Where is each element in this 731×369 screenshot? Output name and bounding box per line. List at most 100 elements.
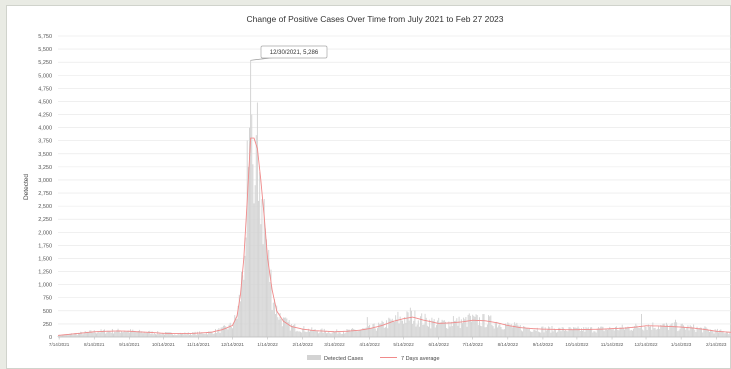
- bar: [693, 324, 695, 337]
- bar: [268, 249, 270, 337]
- bar: [185, 334, 187, 337]
- bar: [570, 328, 572, 337]
- bar: [320, 329, 322, 337]
- bar: [256, 102, 258, 337]
- bar: [628, 327, 630, 337]
- bar: [647, 324, 649, 337]
- bar: [82, 334, 84, 337]
- bar: [524, 326, 526, 337]
- bar: [457, 325, 459, 337]
- bar: [383, 327, 385, 337]
- bar: [230, 326, 232, 337]
- bar: [450, 321, 452, 337]
- bar: [66, 333, 68, 337]
- bar: [191, 335, 193, 337]
- bar: [650, 326, 652, 337]
- bar: [514, 322, 516, 337]
- bar: [551, 325, 553, 337]
- bar: [411, 310, 412, 337]
- bar: [433, 319, 435, 337]
- bar: [719, 330, 721, 337]
- bar: [525, 328, 527, 337]
- y-tick-label: 250: [43, 322, 52, 328]
- bar: [284, 317, 286, 337]
- bar: [348, 329, 350, 337]
- bar: [517, 325, 519, 337]
- bar: [585, 327, 587, 337]
- bar: [417, 320, 419, 337]
- bar: [99, 332, 101, 337]
- bar: [221, 327, 223, 337]
- bar: [492, 326, 494, 337]
- chart-frame: [6, 5, 731, 369]
- bar: [190, 333, 192, 337]
- bar: [111, 328, 113, 337]
- bar: [484, 327, 486, 337]
- bar: [135, 331, 137, 337]
- x-tick-label: 9/14/2022: [533, 342, 554, 347]
- bar: [648, 326, 650, 337]
- bar: [655, 329, 657, 337]
- bar: [100, 329, 102, 337]
- bar: [177, 333, 179, 337]
- bar: [161, 333, 163, 337]
- y-tick-label: 1,250: [38, 270, 52, 276]
- bar: [387, 328, 389, 337]
- y-tick-label: 4,750: [38, 86, 52, 92]
- bar: [430, 328, 432, 337]
- bar: [428, 326, 429, 337]
- bar: [192, 332, 194, 337]
- bar: [305, 332, 307, 337]
- bar: [279, 313, 281, 337]
- bar: [377, 328, 378, 337]
- bar: [643, 330, 645, 337]
- bar: [212, 333, 214, 337]
- bar: [267, 258, 269, 337]
- bar: [422, 324, 424, 337]
- y-tick-label: 750: [43, 296, 52, 302]
- bar: [466, 326, 468, 337]
- bar: [186, 333, 188, 337]
- bar: [594, 331, 596, 337]
- bar: [556, 332, 557, 337]
- bar: [277, 317, 279, 337]
- bar: [132, 329, 134, 337]
- bar: [664, 326, 666, 337]
- bar: [710, 329, 712, 337]
- bar: [340, 333, 342, 337]
- x-tick-label: 1/14/2023: [671, 342, 692, 347]
- bar: [301, 332, 303, 337]
- bar: [545, 330, 547, 337]
- bar: [645, 327, 647, 337]
- bar: [332, 330, 334, 337]
- bar: [679, 328, 681, 337]
- bar: [238, 294, 240, 337]
- bar: [644, 326, 646, 337]
- bar: [537, 331, 539, 337]
- bar: [62, 334, 64, 337]
- bar: [714, 329, 716, 337]
- bar: [456, 318, 458, 337]
- bar: [297, 331, 299, 337]
- bar: [485, 327, 487, 337]
- bar: [228, 324, 230, 337]
- bar: [115, 331, 117, 337]
- bar: [312, 330, 314, 337]
- bar: [57, 336, 59, 337]
- bar: [255, 135, 257, 337]
- bar: [396, 319, 398, 337]
- bar: [349, 331, 351, 337]
- bar: [345, 332, 347, 337]
- bar: [681, 323, 683, 337]
- bar: [590, 327, 591, 337]
- bar: [672, 325, 674, 337]
- bar: [399, 316, 401, 337]
- chart-title: Change of Positive Cases Over Time from …: [246, 14, 503, 24]
- bar: [318, 333, 320, 337]
- bar: [102, 330, 104, 337]
- x-tick-label: 3/14/2022: [324, 342, 345, 347]
- bar: [464, 319, 466, 337]
- annotation-label: 12/30/2021, 5,286: [270, 50, 319, 56]
- bar: [88, 332, 90, 337]
- bar: [275, 313, 277, 337]
